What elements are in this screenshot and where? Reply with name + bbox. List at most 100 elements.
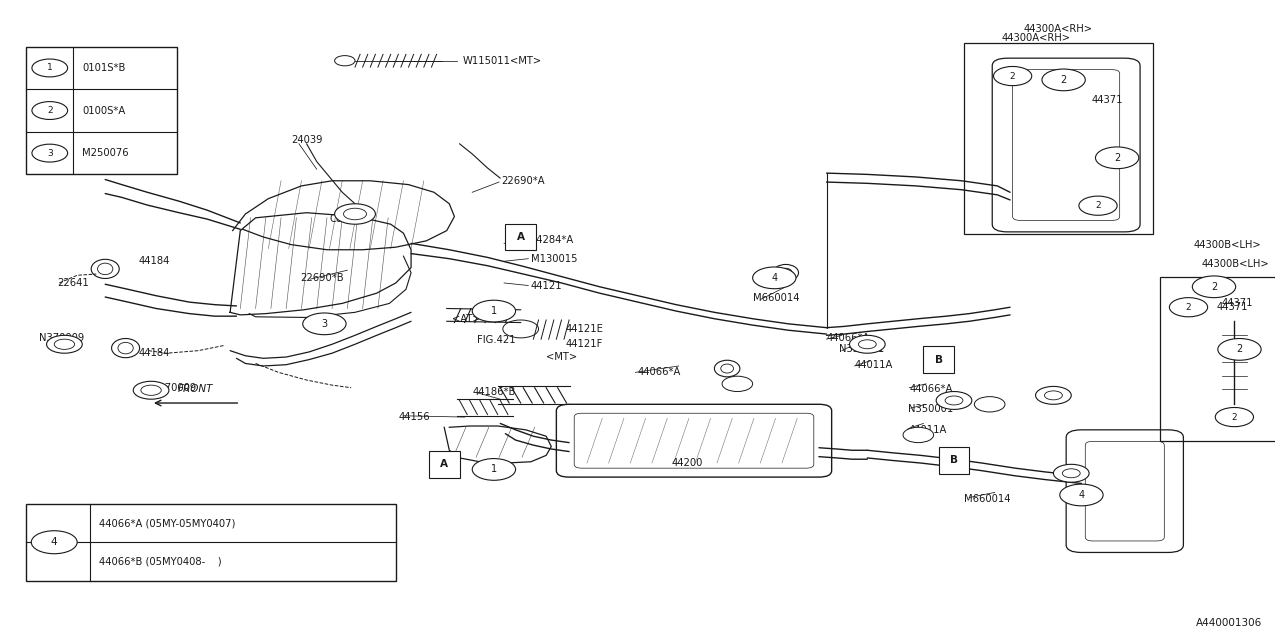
FancyBboxPatch shape bbox=[557, 404, 832, 477]
Text: 44184: 44184 bbox=[138, 348, 170, 358]
Circle shape bbox=[1036, 387, 1071, 404]
Text: C00827: C00827 bbox=[329, 214, 367, 224]
Bar bbox=[938, 447, 969, 474]
Text: A: A bbox=[440, 460, 448, 469]
Text: 22690*A: 22690*A bbox=[502, 176, 545, 186]
Polygon shape bbox=[233, 180, 454, 250]
Circle shape bbox=[1215, 408, 1253, 427]
Text: B: B bbox=[950, 456, 957, 465]
Circle shape bbox=[472, 459, 516, 480]
Circle shape bbox=[1193, 276, 1235, 298]
Circle shape bbox=[303, 313, 346, 335]
Circle shape bbox=[902, 428, 933, 443]
Text: 44371: 44371 bbox=[1047, 71, 1079, 81]
Text: 44156: 44156 bbox=[398, 412, 430, 422]
Circle shape bbox=[974, 397, 1005, 412]
Text: 3: 3 bbox=[47, 148, 52, 157]
Text: <MT>: <MT> bbox=[547, 352, 577, 362]
Text: N370009: N370009 bbox=[151, 383, 196, 393]
Text: 2: 2 bbox=[1211, 282, 1217, 292]
Circle shape bbox=[1096, 147, 1139, 169]
Circle shape bbox=[133, 381, 169, 399]
Circle shape bbox=[1079, 196, 1117, 215]
Text: FRONT: FRONT bbox=[178, 384, 214, 394]
FancyBboxPatch shape bbox=[1066, 430, 1184, 552]
Bar bbox=[964, 43, 1153, 234]
Polygon shape bbox=[230, 212, 411, 315]
Text: 2: 2 bbox=[47, 106, 52, 115]
Text: 44066*A (05MY-05MY0407): 44066*A (05MY-05MY0407) bbox=[99, 518, 236, 528]
Text: N350001: N350001 bbox=[840, 344, 884, 355]
Text: 44066*A: 44066*A bbox=[827, 333, 870, 343]
Text: M250076: M250076 bbox=[82, 148, 129, 158]
Text: 4: 4 bbox=[772, 273, 777, 283]
Text: FIG.421: FIG.421 bbox=[477, 335, 516, 346]
Text: 3: 3 bbox=[321, 319, 328, 329]
Circle shape bbox=[1042, 69, 1085, 91]
Text: N350001: N350001 bbox=[908, 404, 954, 415]
Circle shape bbox=[334, 204, 375, 224]
Text: 44011A: 44011A bbox=[855, 360, 893, 370]
Circle shape bbox=[472, 300, 516, 322]
Text: 44066*A: 44066*A bbox=[637, 367, 681, 378]
Text: 0101S*B: 0101S*B bbox=[82, 63, 125, 73]
Text: 44066*A: 44066*A bbox=[909, 384, 952, 394]
Bar bbox=[923, 346, 954, 373]
Text: 44184: 44184 bbox=[138, 256, 170, 266]
Text: N370009: N370009 bbox=[38, 333, 84, 343]
Text: 44371: 44371 bbox=[1092, 95, 1123, 106]
Text: 44284*A: 44284*A bbox=[531, 234, 575, 244]
Text: 4: 4 bbox=[1078, 490, 1084, 500]
Text: 2: 2 bbox=[1114, 153, 1120, 163]
Text: B: B bbox=[934, 355, 942, 365]
Text: 1: 1 bbox=[490, 465, 497, 474]
Bar bbox=[506, 223, 536, 250]
Text: 2: 2 bbox=[1010, 72, 1015, 81]
Text: 1: 1 bbox=[47, 63, 52, 72]
Text: 2: 2 bbox=[1231, 413, 1238, 422]
Text: 44121F: 44121F bbox=[566, 339, 603, 349]
Polygon shape bbox=[444, 426, 552, 463]
Text: 2: 2 bbox=[1061, 75, 1066, 85]
Text: 4: 4 bbox=[51, 537, 58, 547]
Circle shape bbox=[850, 335, 886, 353]
Text: A: A bbox=[517, 232, 525, 242]
Circle shape bbox=[1060, 484, 1103, 506]
Bar bbox=[26, 47, 177, 174]
Bar bbox=[26, 504, 396, 580]
Circle shape bbox=[32, 59, 68, 77]
Text: 44121: 44121 bbox=[531, 280, 562, 291]
Circle shape bbox=[993, 67, 1032, 86]
Text: 44200: 44200 bbox=[671, 458, 703, 468]
Text: M660014: M660014 bbox=[753, 293, 799, 303]
Text: 22641: 22641 bbox=[56, 278, 88, 288]
Text: M130015: M130015 bbox=[531, 253, 577, 264]
Text: 44371: 44371 bbox=[1216, 302, 1248, 312]
Text: W115011<MT>: W115011<MT> bbox=[462, 56, 541, 66]
Text: <AT>: <AT> bbox=[452, 314, 480, 324]
Text: 2: 2 bbox=[1236, 344, 1243, 355]
Text: 1: 1 bbox=[490, 306, 497, 316]
Text: 44186*B: 44186*B bbox=[472, 387, 516, 397]
Bar bbox=[429, 451, 460, 477]
Text: 2: 2 bbox=[1096, 201, 1101, 210]
Circle shape bbox=[32, 144, 68, 162]
Text: A440001306: A440001306 bbox=[1197, 618, 1262, 628]
Text: 24039: 24039 bbox=[292, 135, 323, 145]
Text: 2: 2 bbox=[1185, 303, 1192, 312]
Text: 22690*B: 22690*B bbox=[301, 273, 344, 283]
Text: 0100S*A: 0100S*A bbox=[82, 106, 125, 116]
Text: 44300A<RH>: 44300A<RH> bbox=[1001, 33, 1070, 43]
Text: 44371: 44371 bbox=[1221, 298, 1253, 308]
Circle shape bbox=[753, 267, 796, 289]
Text: 44300B<LH>: 44300B<LH> bbox=[1202, 259, 1270, 269]
Text: 44011A: 44011A bbox=[908, 425, 946, 435]
Circle shape bbox=[1170, 298, 1207, 317]
Circle shape bbox=[46, 335, 82, 353]
Circle shape bbox=[936, 392, 972, 410]
Circle shape bbox=[31, 531, 77, 554]
Circle shape bbox=[722, 376, 753, 392]
Circle shape bbox=[1217, 339, 1261, 360]
Text: 44300A<RH>: 44300A<RH> bbox=[1024, 24, 1093, 34]
Bar bbox=[1161, 276, 1280, 442]
